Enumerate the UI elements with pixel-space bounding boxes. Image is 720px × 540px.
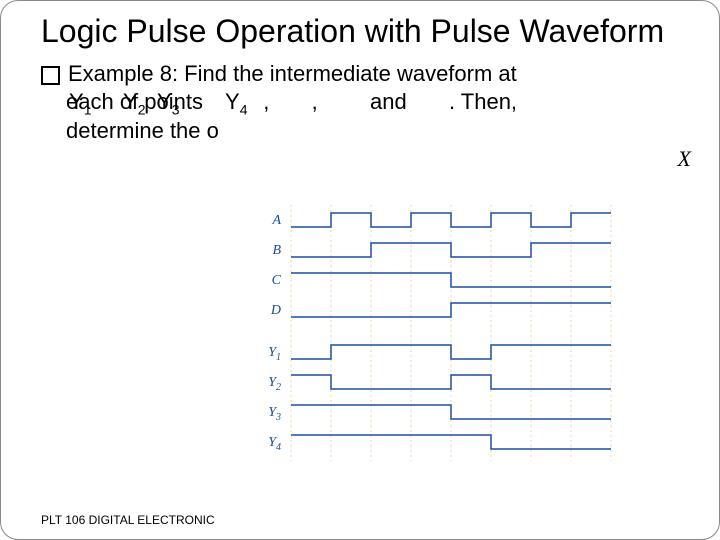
y1-overlay: Y1 (69, 89, 91, 117)
y4-overlay: Y4 (225, 89, 247, 117)
svg-text:Y4: Y4 (268, 435, 281, 453)
slide-frame: Logic Pulse Operation with Pulse Wavefor… (0, 0, 720, 540)
svg-text:Y1: Y1 (268, 345, 281, 363)
body-line-2d: and (370, 89, 407, 114)
y2-overlay: Y2 (123, 89, 145, 117)
footer-text: PLT 106 DIGITAL ELECTRONIC (41, 513, 215, 527)
body-text-block: Example 8: Find the intermediate wavefor… (41, 60, 689, 146)
x-symbol: X (678, 146, 691, 172)
body-line-2b: , (263, 89, 269, 114)
svg-text:A: A (271, 213, 281, 228)
body-line-3: determine the o (66, 117, 689, 146)
body-line-2c: , (312, 89, 318, 114)
svg-text:C: C (272, 273, 282, 288)
svg-text:D: D (270, 303, 281, 318)
y3-overlay: Y3 (157, 89, 179, 117)
timing-diagram: ABCD Y1 Y2 Y3 Y4 (261, 201, 661, 501)
slide-title: Logic Pulse Operation with Pulse Wavefor… (41, 13, 689, 50)
svg-text:Y2: Y2 (268, 375, 281, 393)
body-line-1: Example 8: Find the intermediate wavefor… (68, 60, 517, 89)
svg-text:Y3: Y3 (268, 405, 281, 423)
svg-text:B: B (272, 243, 281, 258)
body-line-2e: . Then, (449, 89, 517, 114)
bullet-box-icon (41, 66, 60, 85)
